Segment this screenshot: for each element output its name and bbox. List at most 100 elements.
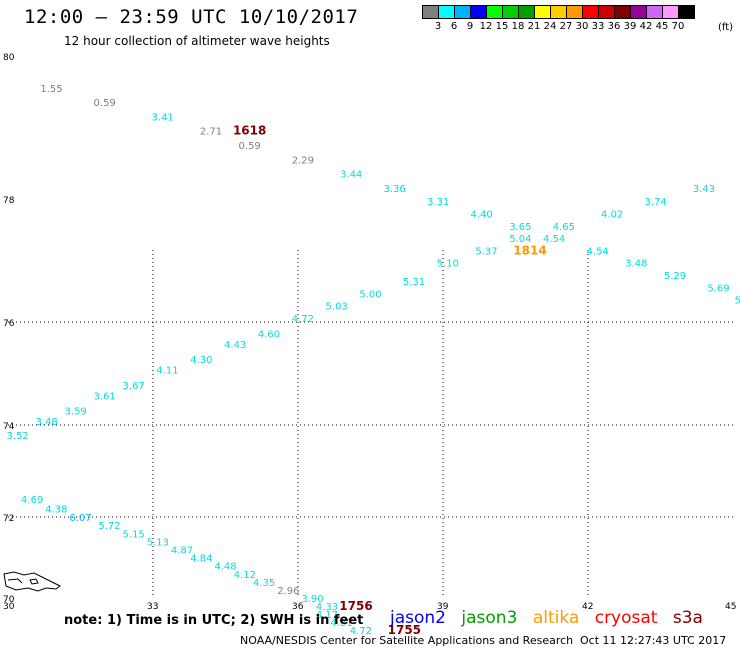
- wave-height-value: 4.65: [553, 222, 575, 233]
- wave-height-value: 4.12: [234, 570, 256, 581]
- wave-height-value: 3.48: [36, 417, 58, 428]
- wave-height-value: 5.00: [359, 289, 381, 300]
- wave-height-value: 3.90: [301, 594, 323, 605]
- wave-height-value: 5.10: [437, 259, 459, 270]
- legend-label: 36: [607, 21, 621, 32]
- wave-height-value: 3.48: [625, 259, 647, 270]
- wave-height-value: 5.13: [147, 537, 169, 548]
- wave-height-value: 1.55: [40, 84, 62, 95]
- wave-height-value: 4.87: [171, 545, 193, 556]
- latitude-label: 78: [3, 196, 15, 206]
- wave-height-value: 4.69: [21, 495, 43, 506]
- legend-label: 42: [639, 21, 653, 32]
- legend-label: 24: [543, 21, 557, 32]
- legend-label: 27: [559, 21, 573, 32]
- wave-height-value: 3.61: [94, 391, 116, 402]
- legend-label: 6: [450, 21, 458, 32]
- wave-height-value: 5.15: [123, 529, 145, 540]
- longitude-label: 33: [147, 602, 158, 612]
- legend-label: 39: [623, 21, 637, 32]
- wave-height-value: 1618: [233, 124, 266, 138]
- wave-height-value: 5.29: [664, 271, 686, 282]
- wave-height-value: 4.72: [292, 314, 314, 325]
- map-subtitle: 12 hour collection of altimeter wave hei…: [64, 34, 330, 48]
- wave-height-value: 4.02: [601, 209, 623, 220]
- wave-height-value: 5.72: [98, 521, 120, 532]
- wave-height-value: 2.96: [277, 586, 299, 597]
- longitude-label: 42: [582, 602, 593, 612]
- wave-height-value: 3.31: [427, 197, 449, 208]
- wave-height-value: 6.07: [69, 513, 91, 524]
- wave-height-value: 3.44: [340, 170, 362, 181]
- legend-label: 18: [511, 21, 525, 32]
- satellite-altika: altika: [532, 608, 580, 628]
- satellite-key: jason2 jason3 altika cryosat s3a: [390, 608, 713, 628]
- legend-unit: (ft): [718, 22, 734, 33]
- wave-height-value: 3.67: [123, 381, 145, 392]
- satellite-s3a: s3a: [672, 608, 703, 628]
- wave-height-value: 4.81: [330, 618, 352, 629]
- map-grid: [8, 250, 733, 598]
- legend-label: 9: [466, 21, 474, 32]
- satellite-cryosat: cryosat: [594, 608, 658, 628]
- latitude-label: 70: [3, 595, 15, 605]
- wave-height-value: 4.38: [45, 504, 67, 515]
- generated-timestamp: Oct 11 12:27:43 UTC 2017: [580, 634, 727, 647]
- legend-label: 30: [575, 21, 589, 32]
- wave-height-value: 3.36: [384, 184, 406, 195]
- legend-swatch: [678, 5, 695, 19]
- longitude-label: 36: [292, 602, 304, 612]
- legend-label: 3: [434, 21, 442, 32]
- wave-height-value: 3.74: [645, 197, 667, 208]
- wave-height-value: 4.11: [156, 366, 178, 377]
- svalbard-coastline-icon: [3, 571, 61, 592]
- wave-height-value: 5.03: [326, 302, 348, 313]
- wave-height-value: 1755: [388, 623, 421, 637]
- legend-label: 21: [527, 21, 541, 32]
- wave-height-value: 3.52: [7, 431, 29, 442]
- wave-height-value: 3.59: [65, 407, 87, 418]
- wave-height-value: 5.31: [403, 277, 425, 288]
- wave-height-value: 4.72: [350, 626, 372, 637]
- latitude-label: 76: [3, 319, 15, 329]
- wave-height-value: 2.71: [200, 127, 222, 138]
- wave-height-value: 0.59: [239, 141, 261, 152]
- wave-height-value: 1756: [339, 599, 372, 613]
- satellite-jason2: jason2: [390, 608, 446, 628]
- longitude-label: 45: [725, 602, 736, 612]
- wave-height-value: 4.33: [316, 602, 338, 613]
- wave-height-value: 4.40: [471, 209, 493, 220]
- wave-height-value: 4.54: [543, 234, 565, 245]
- wave-height-value: 2.29: [292, 155, 314, 166]
- wave-height-value: 4.43: [224, 340, 246, 351]
- latitude-label: 72: [3, 514, 14, 524]
- wave-height-value: 5: [735, 296, 740, 307]
- wave-height-value: 4.30: [190, 355, 212, 366]
- wave-height-value: 1814: [513, 243, 546, 257]
- legend-swatches: [422, 5, 695, 19]
- legend-label: 33: [591, 21, 605, 32]
- credit-line: NOAA/NESDIS Center for Satellite Applica…: [240, 634, 574, 647]
- legend-label: 15: [495, 21, 509, 32]
- wave-height-value: 5.04: [509, 234, 531, 245]
- wave-height-value: 4.84: [190, 554, 212, 565]
- wave-height-value: 4.54: [587, 246, 609, 257]
- wave-height-value: 5.69: [707, 283, 729, 294]
- wave-height-value: 0.59: [94, 98, 116, 109]
- wave-height-value: 4.48: [214, 562, 236, 573]
- longitude-label: 30: [3, 602, 15, 612]
- legend-labels: 3 6 9 12 15 18 21 24 27 30 33 36 39 42 45 70: [422, 21, 694, 35]
- satellite-jason3: jason3: [461, 608, 518, 628]
- wave-height-value: 5.37: [475, 246, 497, 257]
- latitude-label: 80: [3, 53, 15, 63]
- longitude-label: 39: [437, 602, 449, 612]
- legend-label: 70: [671, 21, 685, 32]
- color-scale-legend: 3 6 9 12 15 18 21 24 27 30 33 36 39 42 45 70: [422, 5, 695, 35]
- wave-observations: 1.55 0.59 3.41 2.71 1618 0.59 2.29 3.44 3.36 3.31…: [7, 84, 740, 637]
- wave-height-value: 3.65: [509, 222, 531, 233]
- footer-note: note: 1) Time is in UTC; 2) SWH is in fe…: [64, 613, 364, 628]
- wave-height-value: 4.60: [258, 329, 280, 340]
- wave-height-value: 3.41: [152, 112, 174, 123]
